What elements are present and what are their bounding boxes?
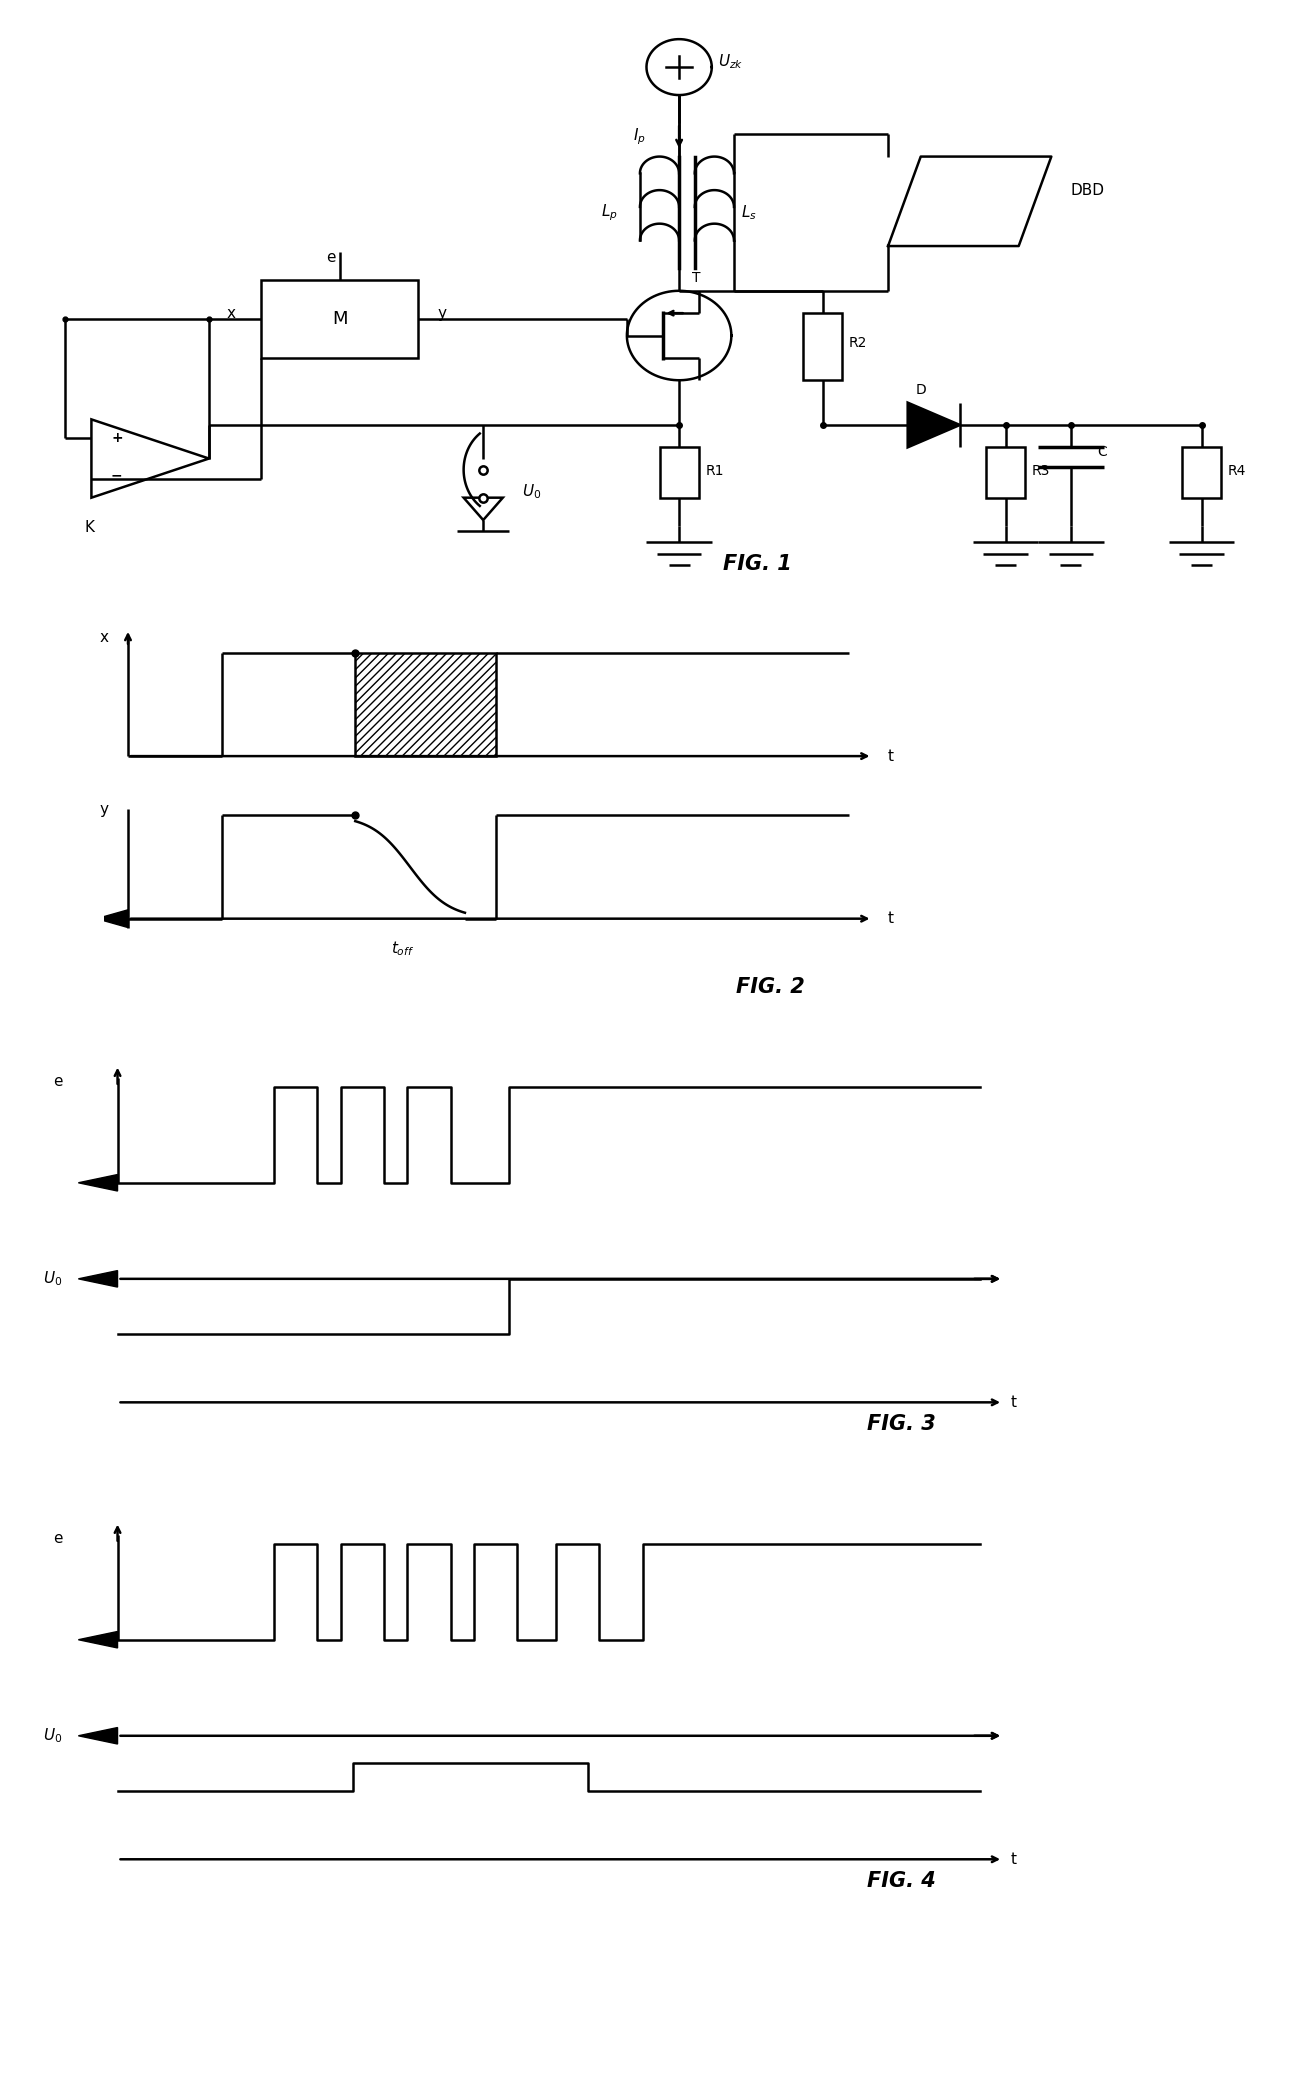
- Text: $t_{off}$: $t_{off}$: [390, 939, 414, 957]
- Text: FIG. 2: FIG. 2: [737, 976, 804, 997]
- Text: $L_s$: $L_s$: [741, 204, 756, 222]
- Text: +: +: [111, 432, 123, 444]
- Bar: [261, 280, 418, 357]
- Bar: [803, 314, 842, 380]
- Text: K: K: [85, 519, 95, 536]
- Polygon shape: [908, 403, 960, 447]
- Text: D: D: [916, 382, 926, 397]
- Text: FIG. 1: FIG. 1: [724, 555, 791, 575]
- Text: $U_0$: $U_0$: [43, 1726, 63, 1745]
- Text: R1: R1: [705, 465, 724, 478]
- Text: $U_0$: $U_0$: [522, 482, 542, 501]
- Text: t: t: [888, 748, 895, 764]
- Polygon shape: [78, 1271, 118, 1288]
- Polygon shape: [78, 1728, 118, 1745]
- Text: y: y: [438, 305, 447, 320]
- Text: R3: R3: [1032, 465, 1050, 478]
- Polygon shape: [78, 1633, 118, 1647]
- Text: $L_p$: $L_p$: [601, 201, 618, 222]
- Text: M: M: [332, 309, 347, 328]
- Text: $U_0$: $U_0$: [43, 1269, 63, 1288]
- Text: x: x: [226, 305, 235, 320]
- Polygon shape: [78, 1176, 118, 1190]
- Text: y: y: [101, 802, 108, 816]
- Text: FIG. 3: FIG. 3: [867, 1414, 935, 1433]
- Text: e: e: [326, 249, 336, 264]
- Text: $U_{zk}$: $U_{zk}$: [718, 52, 743, 71]
- Text: t: t: [1011, 1853, 1017, 1867]
- Text: t: t: [888, 912, 895, 926]
- Text: −: −: [111, 467, 123, 482]
- Text: e: e: [54, 1531, 63, 1545]
- Text: R2: R2: [849, 336, 867, 349]
- Text: x: x: [101, 631, 108, 646]
- Text: R4: R4: [1228, 465, 1246, 478]
- Polygon shape: [97, 910, 128, 928]
- Text: C: C: [1097, 444, 1106, 459]
- Text: DBD: DBD: [1071, 183, 1105, 197]
- Bar: [355, 652, 496, 756]
- Bar: [986, 447, 1025, 498]
- Text: T: T: [692, 272, 701, 285]
- Bar: [1182, 447, 1221, 498]
- Text: e: e: [54, 1074, 63, 1088]
- Bar: [660, 447, 699, 498]
- Text: $I_p$: $I_p$: [633, 127, 646, 147]
- Text: FIG. 4: FIG. 4: [867, 1871, 935, 1890]
- Text: t: t: [1011, 1396, 1017, 1410]
